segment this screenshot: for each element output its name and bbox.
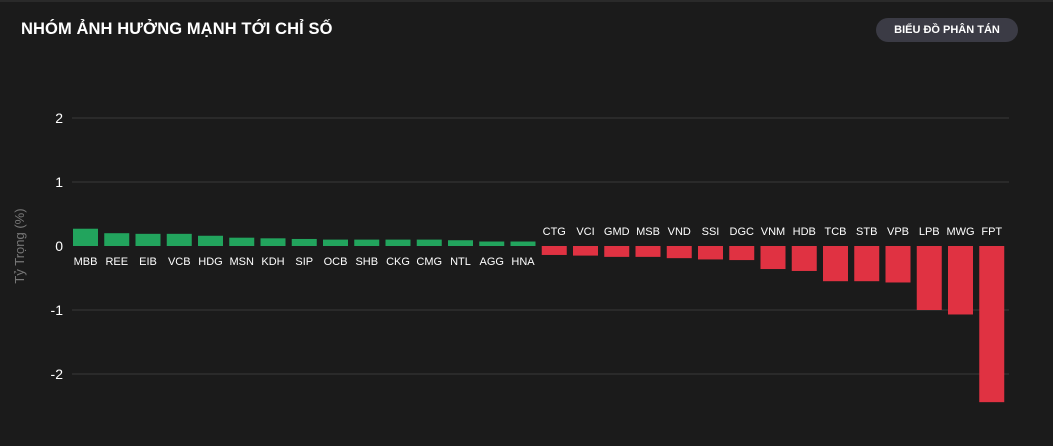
chart-card-title: NHÓM ẢNH HƯỞNG MẠNH TỚI CHỈ SỐ (21, 20, 333, 38)
bar-ctg[interactable] (541, 246, 567, 255)
category-label-tcb: TCB (825, 226, 847, 238)
bar-vci[interactable] (573, 246, 598, 256)
category-labels: MBB REE EIB VCB HDG MSN KDH SIP OCB SHB CKG CMG NTL A… (74, 226, 1003, 268)
category-label-mbb: MBB (74, 256, 98, 268)
category-label-msn: MSN (230, 256, 255, 268)
category-label-ssi: SSI (702, 226, 720, 238)
category-label-sip: SIP (295, 256, 313, 268)
category-label-ctg: CTG (543, 226, 566, 238)
scatter-chart-button[interactable]: BIỂU ĐỒ PHÂN TÁN (876, 18, 1018, 42)
category-label-ntl: NTL (450, 256, 471, 268)
bar-shb[interactable] (354, 239, 380, 246)
bar-msb[interactable] (635, 246, 661, 257)
category-label-ocb: OCB (324, 256, 348, 268)
bar-mbb[interactable] (73, 228, 98, 246)
category-label-mwg: MWG (946, 226, 974, 238)
bar-cmg[interactable] (416, 239, 442, 246)
bar-hdg[interactable] (198, 235, 223, 246)
bar-ssi[interactable] (698, 246, 723, 260)
category-label-lpb: LPB (919, 226, 940, 238)
y-axis-label: Tỷ Trọng (%) (12, 208, 27, 283)
bar-dgc[interactable] (729, 246, 755, 261)
category-label-vnd: VND (668, 226, 691, 238)
y-tick-label: 2 (55, 110, 63, 126)
category-label-vnm: VNM (761, 226, 785, 238)
category-label-stb: STB (856, 226, 877, 238)
bar-vnd[interactable] (666, 246, 692, 259)
y-tick-label: 1 (55, 174, 63, 190)
category-label-vci: VCI (576, 226, 594, 238)
bar-vnm[interactable] (760, 246, 786, 270)
category-label-vcb: VCB (168, 256, 191, 268)
bar-sip[interactable] (291, 238, 317, 246)
y-tick-label: 0 (55, 238, 63, 254)
category-label-hdg: HDG (198, 256, 222, 268)
category-label-fpt: FPT (981, 226, 1002, 238)
bar-msn[interactable] (229, 237, 255, 246)
category-label-agg: AGG (480, 256, 504, 268)
y-axis-ticks: 2 1 0 -1 -2 (51, 110, 64, 382)
bar-mwg[interactable] (948, 246, 973, 315)
category-label-gmd: GMD (604, 226, 630, 238)
bar-stb[interactable] (854, 246, 880, 282)
category-label-eib: EIB (139, 256, 157, 268)
bar-ntl[interactable] (448, 240, 473, 246)
bar-tcb[interactable] (823, 246, 848, 282)
bars (73, 228, 1005, 403)
category-label-vpb: VPB (887, 226, 909, 238)
category-label-dgc: DGC (730, 226, 755, 238)
bar-eib[interactable] (135, 233, 161, 246)
gridlines (72, 117, 1009, 375)
bar-lpb[interactable] (916, 246, 942, 310)
bar-gmd[interactable] (604, 246, 630, 257)
category-label-ree: REE (105, 256, 128, 268)
category-label-ckg: CKG (386, 256, 410, 268)
bar-hdb[interactable] (791, 246, 817, 271)
category-label-shb: SHB (355, 256, 378, 268)
category-label-cmg: CMG (416, 256, 442, 268)
bar-ocb[interactable] (323, 239, 348, 246)
category-label-kdh: KDH (261, 256, 284, 268)
bar-kdh[interactable] (260, 238, 286, 246)
bar-hna[interactable] (510, 241, 536, 246)
bar-ree[interactable] (104, 233, 130, 246)
category-label-hna: HNA (511, 256, 535, 268)
bar-agg[interactable] (479, 241, 505, 246)
bar-ckg[interactable] (385, 239, 411, 246)
bar-fpt[interactable] (979, 246, 1005, 403)
bar-vpb[interactable] (885, 246, 911, 283)
category-label-msb: MSB (636, 226, 660, 238)
bar-vcb[interactable] (166, 233, 192, 246)
category-label-hdb: HDB (793, 226, 816, 238)
y-tick-label: -2 (51, 366, 64, 382)
y-tick-label: -1 (51, 302, 64, 318)
